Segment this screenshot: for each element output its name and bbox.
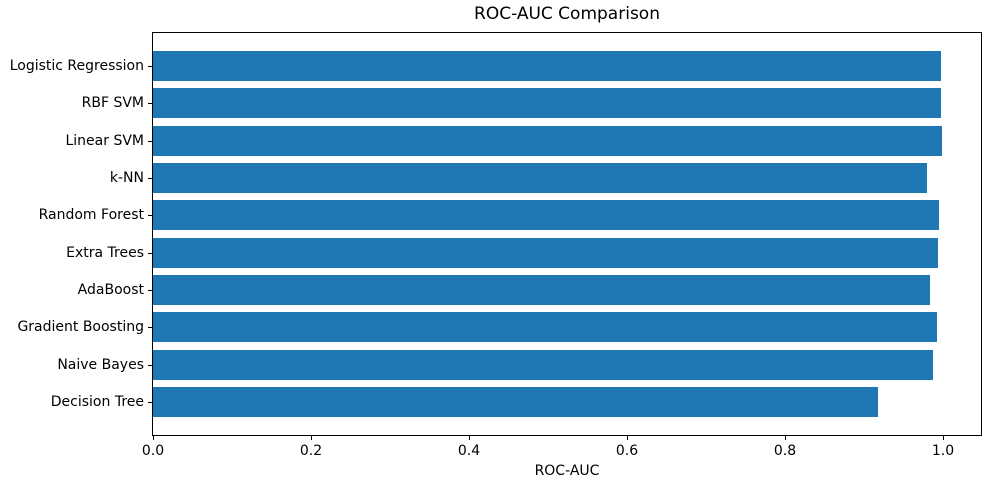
- y-tick-mark: [148, 66, 152, 67]
- bar-extra-trees: [153, 238, 939, 268]
- bar-k-nn: [153, 163, 928, 193]
- x-tick-label-0.0: 0.0: [141, 443, 165, 459]
- x-tick-mark: [943, 436, 944, 440]
- chart-title: ROC-AUC Comparison: [474, 4, 660, 24]
- bar-gradient-boosting: [153, 312, 937, 342]
- x-tick-mark: [153, 436, 154, 440]
- y-tick-mark: [148, 103, 152, 104]
- y-tick-label-decision-tree: Decision Tree: [50, 394, 144, 410]
- y-tick-mark: [148, 290, 152, 291]
- y-tick-mark: [148, 327, 152, 328]
- bar-linear-svm: [153, 126, 942, 156]
- y-tick-label-gradient-boosting: Gradient Boosting: [17, 319, 144, 335]
- x-tick-label-0.4: 0.4: [457, 443, 481, 459]
- y-tick-mark: [148, 178, 152, 179]
- bar-adaboost: [153, 275, 930, 305]
- y-tick-mark: [148, 402, 152, 403]
- x-axis-label: ROC-AUC: [534, 463, 600, 479]
- y-tick-mark: [148, 365, 152, 366]
- bar-decision-tree: [153, 387, 878, 417]
- y-tick-label-logistic-regression: Logistic Regression: [9, 58, 144, 74]
- x-tick-mark: [311, 436, 312, 440]
- x-tick-label-0.6: 0.6: [615, 443, 639, 459]
- y-tick-label-linear-svm: Linear SVM: [65, 133, 144, 149]
- y-tick-label-rbf-svm: RBF SVM: [81, 95, 144, 111]
- y-tick-label-naive-bayes: Naive Bayes: [57, 357, 144, 373]
- y-tick-label-adaboost: AdaBoost: [77, 282, 144, 298]
- y-tick-label-random-forest: Random Forest: [38, 207, 144, 223]
- y-tick-label-k-nn: k-NN: [109, 170, 144, 186]
- bar-rbf-svm: [153, 88, 941, 118]
- x-tick-label-1.0: 1.0: [931, 443, 955, 459]
- y-tick-mark: [148, 253, 152, 254]
- x-tick-mark: [785, 436, 786, 440]
- x-tick-label-0.8: 0.8: [773, 443, 797, 459]
- x-tick-mark: [627, 436, 628, 440]
- bar-naive-bayes: [153, 350, 933, 380]
- bar-random-forest: [153, 200, 940, 230]
- plot-area: [152, 32, 982, 436]
- y-tick-label-extra-trees: Extra Trees: [66, 245, 144, 261]
- x-tick-mark: [469, 436, 470, 440]
- bar-logistic-regression: [153, 51, 941, 81]
- x-tick-label-0.2: 0.2: [299, 443, 323, 459]
- y-tick-mark: [148, 215, 152, 216]
- y-tick-mark: [148, 141, 152, 142]
